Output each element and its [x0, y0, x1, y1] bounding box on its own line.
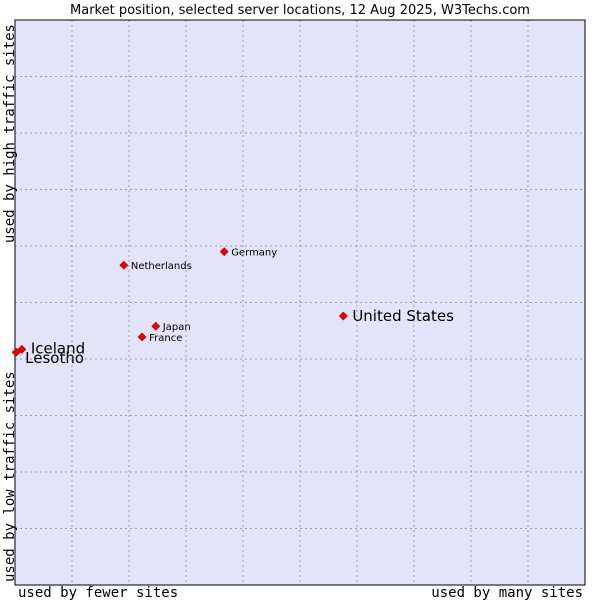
point-label-netherlands: Netherlands: [131, 261, 192, 272]
point-label-united-states: United States: [352, 307, 454, 325]
plot-frame: [14, 19, 586, 586]
point-marker-germany: [219, 247, 229, 257]
point-marker-japan: [151, 321, 161, 331]
point-label-iceland: Iceland: [31, 339, 85, 357]
point-label-japan: Japan: [162, 322, 191, 333]
point-label-germany: Germany: [231, 248, 277, 259]
x-axis-label-left: used by fewer sites: [18, 585, 178, 600]
point-marker-united-states: [338, 311, 348, 321]
grid-lines: [15, 20, 585, 585]
chart-title: Market position, selected server locatio…: [70, 3, 530, 18]
point-marker-netherlands: [119, 260, 129, 270]
x-axis-label-right: used by many sites: [431, 585, 583, 600]
point-label-lesotho: Lesotho: [25, 349, 84, 367]
point-label-france: France: [149, 333, 182, 344]
y-axis-label-top: used by high traffic sites: [2, 24, 18, 243]
point-marker-france: [137, 332, 147, 342]
y-axis-label-bottom: used by low traffic sites: [2, 371, 18, 582]
point-marker-lesotho: [11, 347, 21, 357]
point-marker-iceland: [17, 344, 27, 354]
